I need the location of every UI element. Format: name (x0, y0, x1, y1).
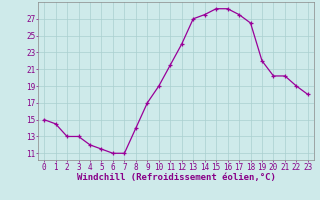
X-axis label: Windchill (Refroidissement éolien,°C): Windchill (Refroidissement éolien,°C) (76, 173, 276, 182)
